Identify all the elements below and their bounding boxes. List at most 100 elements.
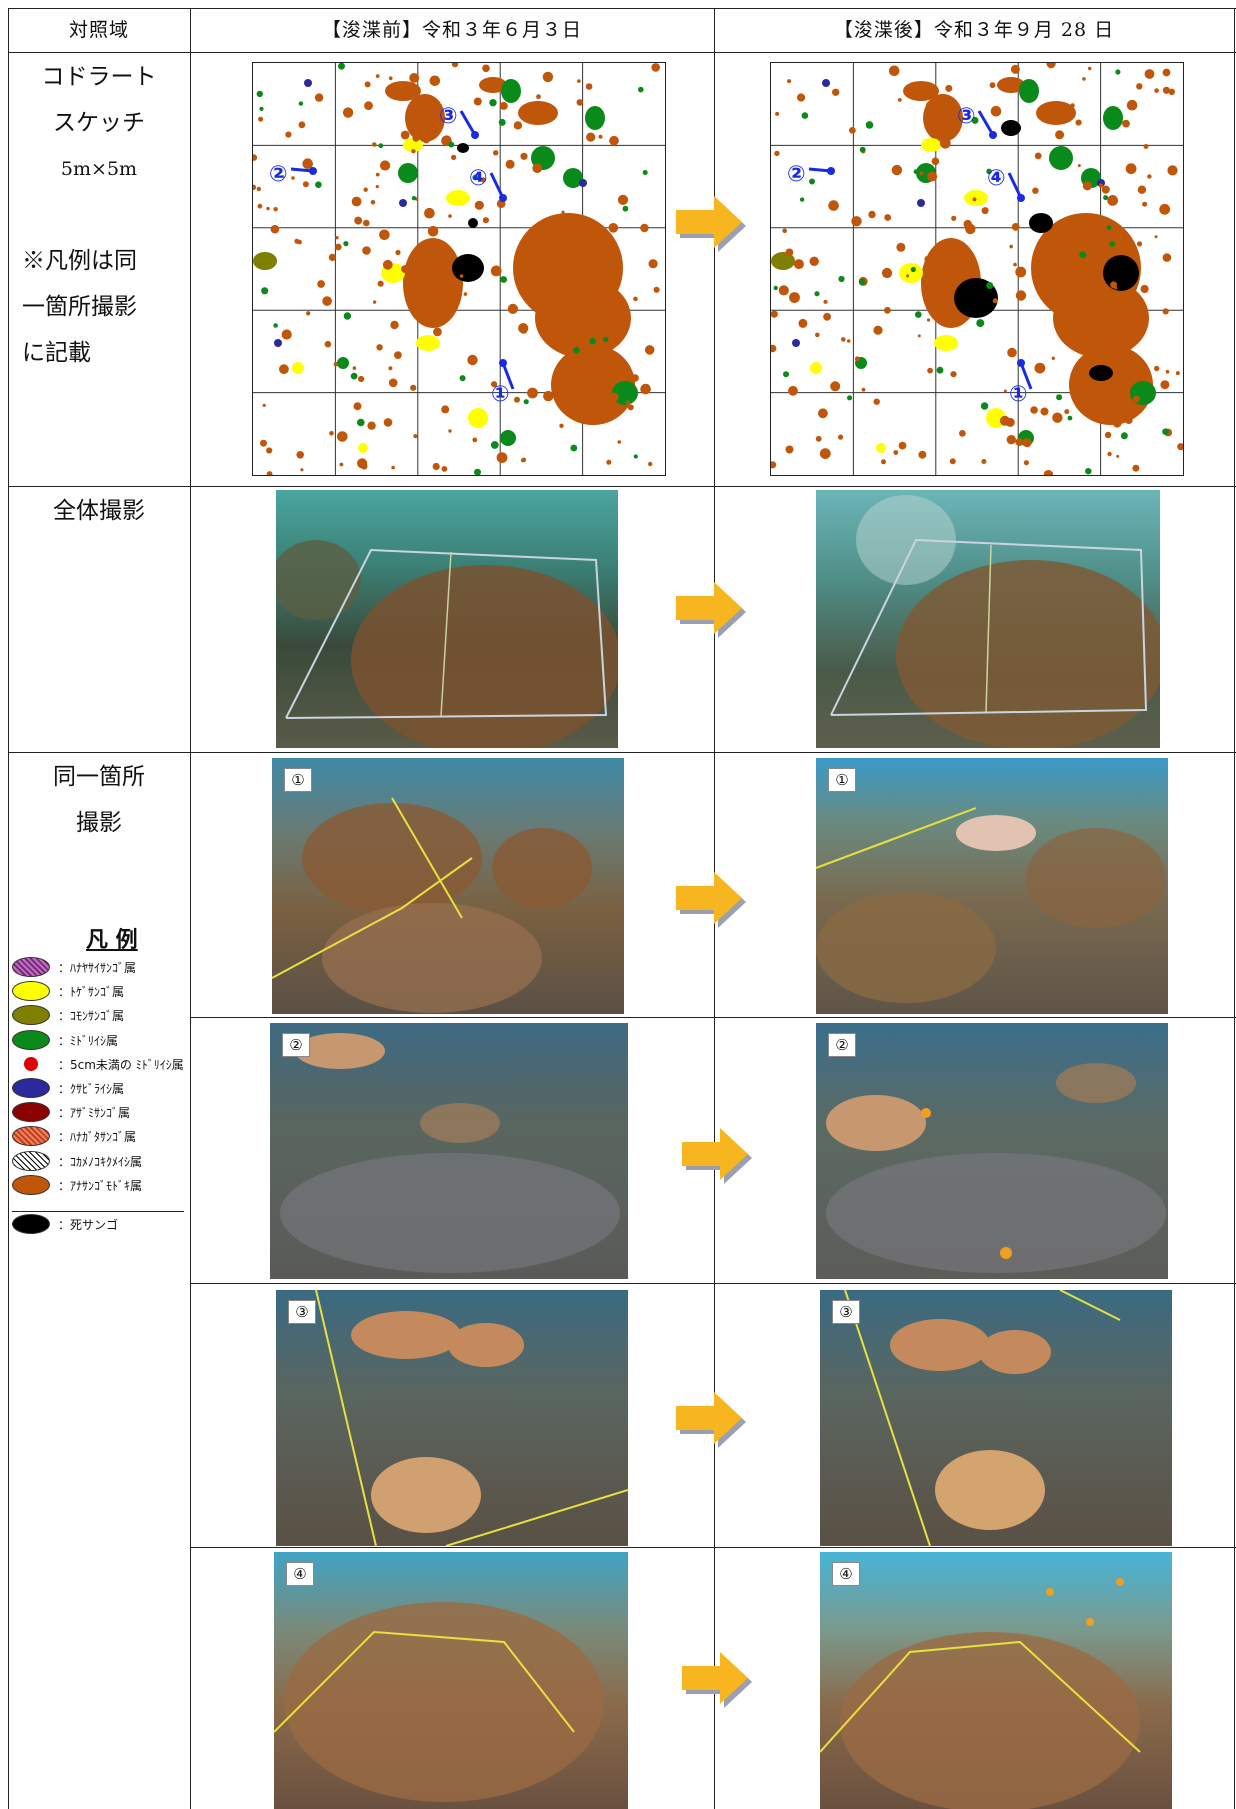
coral-colony	[1103, 255, 1139, 291]
marker-arrow-head	[1017, 194, 1025, 202]
coral-dot	[300, 468, 304, 472]
coral-dot	[1006, 435, 1016, 445]
coral-dot	[1088, 66, 1092, 71]
coral-dot	[783, 371, 789, 378]
coral-dot	[798, 318, 808, 328]
coral-colony	[1089, 365, 1113, 381]
photo-number: ②	[282, 1033, 310, 1057]
coral-dot	[527, 300, 533, 307]
coral-dot	[906, 274, 910, 278]
coral-dot	[1159, 203, 1171, 215]
coral-dot	[486, 81, 490, 86]
legend-label: ：ﾄｹﾞｻﾝｺﾞ属	[58, 984, 125, 999]
coral-dot	[1154, 235, 1158, 239]
coral-dot	[1175, 371, 1180, 376]
coral-dot	[633, 454, 638, 459]
coral-dot	[490, 441, 499, 449]
coral-dot	[432, 462, 440, 471]
coral-dot	[963, 219, 972, 229]
coral-dot	[931, 157, 940, 166]
coral-dot	[463, 292, 468, 296]
coral-dot	[607, 293, 617, 302]
coral-dot	[585, 83, 593, 90]
coral-dot	[388, 366, 393, 371]
coral-dot	[412, 134, 420, 142]
coral-dot	[472, 174, 479, 181]
coral-dot	[1143, 144, 1149, 149]
coral-dot	[873, 398, 880, 405]
coral-dot	[302, 158, 313, 169]
coral-dot	[364, 101, 373, 111]
coral-dot	[884, 306, 891, 314]
legend-swatch	[12, 1214, 50, 1234]
coral-dot	[888, 65, 900, 77]
coral-colony	[405, 94, 445, 142]
coral-dot	[838, 275, 845, 283]
coral-dot	[489, 99, 497, 107]
coral-colony	[612, 381, 638, 405]
coral-dot	[1082, 181, 1092, 191]
coral-dot	[427, 226, 439, 237]
coral-dot	[1142, 201, 1148, 207]
coral-dot	[1022, 438, 1032, 448]
legend-title: 凡 例	[86, 928, 138, 953]
marker-label: ①	[491, 382, 510, 407]
coral-dot	[1034, 362, 1046, 374]
coral-dot	[926, 318, 931, 322]
coral-dot	[797, 93, 806, 102]
coral-dot	[917, 334, 921, 338]
marker-label: ②	[269, 162, 288, 187]
coral-dot	[927, 171, 938, 182]
coral-dot	[259, 106, 264, 111]
coral-dot	[357, 418, 365, 427]
marker-label: ④	[987, 166, 1006, 191]
coral-dot	[329, 431, 334, 436]
coral-dot	[1120, 244, 1126, 250]
coral-colony	[416, 335, 440, 351]
coral-colony	[771, 252, 795, 270]
coral-colony	[253, 252, 277, 270]
coral-dot	[849, 127, 856, 134]
same-spot-photo-1-after: ①	[816, 758, 1168, 1014]
coral-dot	[1068, 328, 1074, 334]
coral-dot	[918, 450, 927, 459]
coral-dot	[1162, 86, 1170, 94]
coral-dot	[262, 403, 266, 407]
coral-dot	[638, 86, 644, 93]
coral-dot	[815, 332, 820, 338]
coral-dot	[542, 71, 554, 83]
coral-dot	[1011, 223, 1020, 231]
coral-colony	[1130, 381, 1156, 405]
coral-colony	[903, 81, 939, 101]
coral-colony	[457, 143, 469, 153]
legend-label: ：ｸｻﾋﾞﾗｲｼ属	[58, 1081, 125, 1096]
coral-dot	[981, 459, 987, 464]
coral-dot	[474, 200, 484, 210]
coral-dot	[367, 421, 376, 430]
legend-item: ：ﾄｹﾞｻﾝｺﾞ属	[12, 980, 124, 1002]
coral-dot	[375, 74, 380, 78]
coral-dot	[653, 286, 660, 293]
coral-colony	[501, 79, 521, 103]
coral-dot	[851, 216, 862, 227]
marker-arrow	[977, 110, 995, 136]
legend-item: ：ｱﾅｻﾝｺﾞﾓﾄﾞｷ属	[12, 1174, 142, 1196]
same-spot-label: 同一箇所 撮影	[53, 764, 145, 836]
coral-dot	[1177, 443, 1185, 451]
marker-arrow	[1007, 172, 1023, 199]
coral-dot	[500, 276, 507, 283]
quadrat-sketch-label: コドラート スケッチ 5m×5m	[41, 64, 157, 180]
coral-dot	[1117, 336, 1123, 342]
legend-label: ：ｺﾓﾝｻﾝｺﾞ属	[58, 1008, 125, 1023]
same-spot-photo-2-after: ②	[816, 1023, 1168, 1279]
coral-dot	[315, 181, 322, 188]
coral-dot	[617, 194, 629, 205]
coral-colony	[398, 163, 418, 183]
legend-swatch	[12, 1030, 50, 1050]
coral-dot	[980, 402, 989, 410]
coral-dot	[322, 296, 332, 306]
coral-dot	[543, 390, 554, 402]
coral-dot	[334, 243, 342, 251]
coral-dot	[1125, 305, 1134, 314]
photo-number: ④	[286, 1562, 314, 1586]
